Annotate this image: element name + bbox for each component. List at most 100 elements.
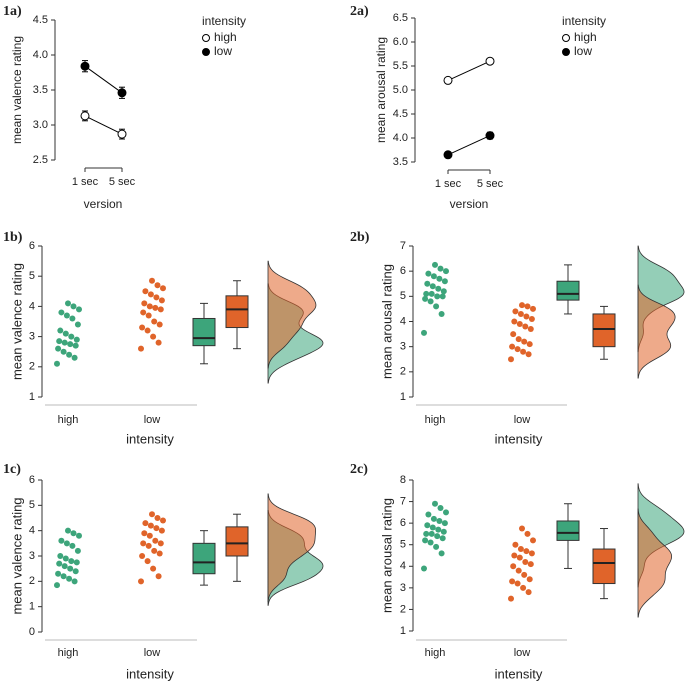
- data-point: [521, 571, 528, 578]
- x-axis-label: intensity: [495, 431, 543, 446]
- x-tick-label: 1 sec: [435, 178, 462, 190]
- data-point: [65, 527, 71, 534]
- data-point: [443, 509, 449, 516]
- data-point: [527, 326, 534, 333]
- data-point: [151, 547, 158, 554]
- data-point: [150, 333, 157, 340]
- data-point: [423, 530, 430, 537]
- x-tick-label: 5 sec: [477, 178, 504, 190]
- data-point: [54, 582, 60, 589]
- y-tick-label: 5.5: [393, 60, 408, 72]
- y-tick-label: 8: [400, 474, 406, 486]
- data-point: [72, 342, 79, 349]
- y-tick-label: 0: [29, 626, 35, 638]
- y-tick-label: 4: [400, 560, 406, 572]
- data-point: [510, 331, 517, 338]
- data-point: [509, 578, 516, 585]
- data-point: [439, 535, 446, 542]
- data-point: [508, 595, 514, 602]
- data-point: [511, 552, 518, 559]
- y-tick-label: 6: [400, 517, 406, 529]
- density: [267, 493, 317, 602]
- panel-label: 1c): [3, 462, 21, 477]
- data-point: [61, 563, 68, 570]
- data-point: [155, 573, 162, 580]
- panel-label: 2c): [350, 462, 368, 477]
- series-line: [84, 115, 123, 135]
- data-point: [530, 537, 536, 544]
- y-tick-label: 5: [400, 539, 406, 551]
- data-point: [430, 273, 437, 280]
- data-point: [523, 313, 530, 320]
- density: [637, 284, 676, 379]
- data-point: [160, 517, 166, 524]
- y-tick-label: 6.5: [393, 12, 408, 24]
- data-point: [67, 565, 74, 572]
- data-point: [149, 277, 155, 284]
- data-point: [421, 565, 427, 572]
- data-point: [433, 303, 440, 310]
- y-tick-label: 1: [29, 601, 35, 613]
- data-point: [521, 338, 528, 345]
- data-point: [511, 318, 518, 325]
- data-point: [525, 589, 532, 596]
- data-point: [153, 525, 160, 532]
- data-point: [74, 547, 81, 554]
- data-point: [65, 300, 71, 307]
- data-point: [71, 578, 78, 585]
- box: [592, 548, 616, 585]
- box: [592, 313, 616, 348]
- legend-title: intensity: [562, 14, 606, 28]
- y-tick-label: 2: [400, 603, 406, 615]
- data-point: [437, 265, 444, 272]
- data-point: [57, 327, 64, 334]
- series-line: [447, 60, 491, 81]
- x-tick-label: high: [425, 414, 446, 426]
- data-point: [69, 542, 76, 549]
- data-point: [527, 561, 534, 568]
- y-tick-label: 6: [29, 240, 35, 252]
- data-point: [424, 522, 431, 529]
- y-axis-label: mean valence rating: [9, 263, 24, 380]
- data-point: [530, 305, 536, 312]
- y-tick-label: 4: [29, 300, 35, 312]
- data-point: [142, 288, 149, 295]
- data-point: [158, 527, 165, 534]
- data-point: [62, 555, 69, 562]
- x-tick-label: 1 sec: [72, 176, 99, 188]
- y-tick-label: 6: [400, 265, 406, 277]
- data-point: [524, 530, 531, 537]
- data-point: [63, 312, 70, 319]
- data-point: [526, 576, 533, 583]
- point: [80, 111, 90, 121]
- x-tick-label: low: [144, 414, 161, 426]
- data-point: [510, 563, 517, 570]
- data-point: [160, 285, 166, 292]
- data-point: [67, 341, 74, 348]
- data-point: [147, 522, 154, 529]
- data-point: [440, 288, 447, 295]
- data-point: [435, 285, 442, 292]
- data-point: [149, 511, 155, 518]
- point: [80, 61, 90, 71]
- data-point: [141, 300, 148, 307]
- data-point: [439, 293, 446, 300]
- y-tick-label: 5: [29, 270, 35, 282]
- data-point: [517, 546, 524, 553]
- data-point: [72, 568, 79, 575]
- y-tick-label: 3: [400, 341, 406, 353]
- y-tick-label: 2: [29, 361, 35, 373]
- data-point: [145, 312, 152, 319]
- y-tick-label: 4.0: [33, 49, 48, 61]
- data-point: [517, 310, 524, 317]
- point: [117, 88, 127, 98]
- data-point: [432, 500, 438, 507]
- data-point: [433, 543, 440, 550]
- x-tick-label: low: [514, 414, 531, 426]
- series-line: [447, 135, 491, 156]
- data-point: [512, 541, 519, 548]
- data-point: [142, 520, 149, 527]
- legend-marker: [562, 34, 570, 42]
- data-point: [437, 505, 444, 512]
- data-point: [154, 282, 161, 289]
